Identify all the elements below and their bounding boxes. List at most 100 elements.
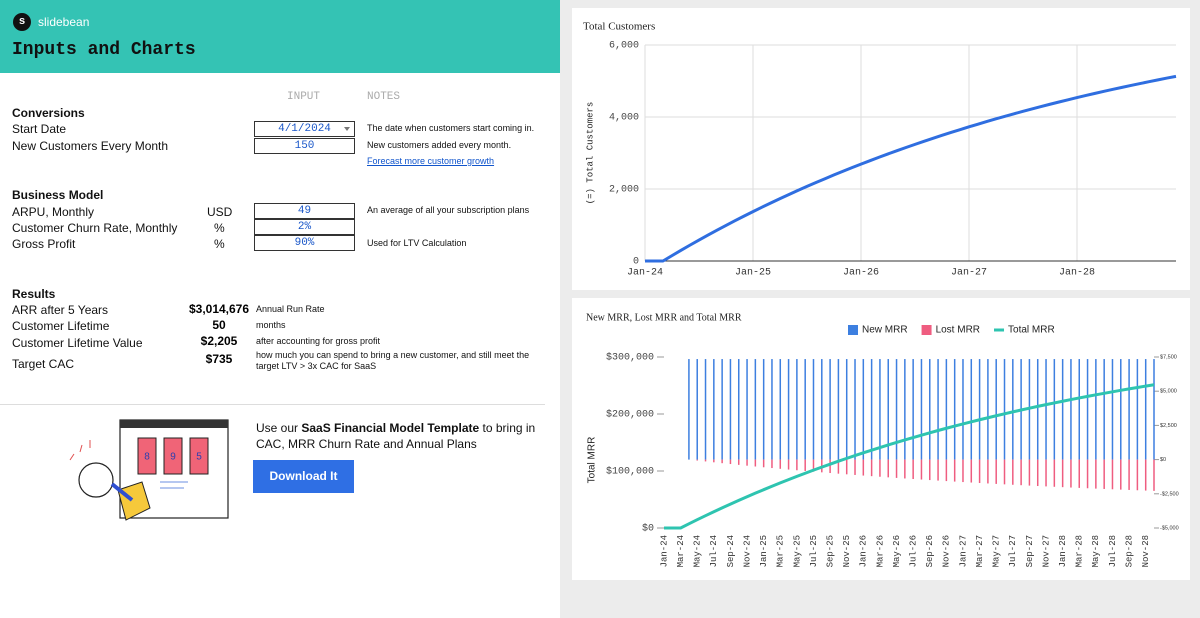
y-tick-label: 4,000 xyxy=(609,113,639,124)
bar xyxy=(1028,459,1031,486)
card xyxy=(163,437,183,475)
bar xyxy=(895,459,898,478)
row-label: ARR after 5 Years xyxy=(12,303,109,317)
bar xyxy=(929,359,931,460)
y2-tick-label: $7,500 xyxy=(1160,354,1177,360)
bar xyxy=(937,459,939,481)
bar xyxy=(1136,459,1139,491)
x-tick-label: Sep-27 xyxy=(1025,535,1035,567)
line xyxy=(645,74,1177,263)
x-tick-label: May-24 xyxy=(693,535,703,567)
y-tick-label: $300,000 xyxy=(606,352,654,364)
legend-label: Lost MRR xyxy=(936,325,980,336)
y-tick-label: $100,000 xyxy=(606,466,654,478)
bar xyxy=(713,459,715,463)
bar xyxy=(1128,359,1130,460)
bar xyxy=(912,359,914,460)
bar xyxy=(812,459,815,472)
y-tick-label: $200,000 xyxy=(606,409,654,421)
x-tick-label: Nov-26 xyxy=(942,535,952,567)
input-cell[interactable]: 4/1/2024 xyxy=(254,121,355,137)
bar xyxy=(862,459,865,476)
row-label: Start Date xyxy=(12,122,67,136)
column-header: NOTES xyxy=(367,91,401,103)
bar xyxy=(962,459,964,483)
bar xyxy=(945,459,948,482)
x-tick-label: Mar-26 xyxy=(875,535,885,567)
bar xyxy=(1061,459,1064,488)
bar xyxy=(895,359,898,460)
bar xyxy=(1128,459,1130,490)
x-tick-label: Nov-27 xyxy=(1041,535,1051,567)
chart-card xyxy=(572,8,1190,290)
unit: % xyxy=(214,221,225,235)
input-cell[interactable]: 2% xyxy=(254,219,355,235)
input-value: 4/1/2024 xyxy=(278,123,331,135)
bar xyxy=(796,359,798,460)
input-cell[interactable]: 150 xyxy=(254,138,355,154)
bar xyxy=(1086,459,1089,489)
bar xyxy=(721,359,723,460)
bar xyxy=(1053,359,1056,460)
legend-swatch xyxy=(921,325,932,335)
row-note: The date when customers start coming in. xyxy=(367,123,535,133)
bar xyxy=(704,459,707,462)
bar xyxy=(696,359,698,460)
legend-swatch xyxy=(994,328,1005,332)
bar xyxy=(1095,459,1097,489)
column-header: INPUT xyxy=(287,91,321,103)
row-note: Annual Run Rate xyxy=(256,304,325,314)
bar xyxy=(945,359,948,460)
bar xyxy=(737,359,740,460)
charts-area: Total Customers (=) Total Customers 0 2,000… xyxy=(572,8,1190,580)
link[interactable]: Forecast more customer growth xyxy=(367,156,495,166)
bar xyxy=(1095,359,1097,460)
x-tick-label: Jan-27 xyxy=(951,268,987,279)
bar xyxy=(845,359,848,460)
bar xyxy=(729,459,732,465)
row-note: after accounting for gross profit xyxy=(256,336,381,346)
bar xyxy=(804,359,806,460)
x-tick-label: Mar-25 xyxy=(776,535,786,567)
bar xyxy=(1111,359,1114,460)
bar xyxy=(1061,359,1064,460)
bar xyxy=(887,459,889,478)
bar xyxy=(746,359,748,460)
bar xyxy=(804,459,806,471)
card-digit: 8 xyxy=(144,452,150,463)
illustration: 8 9 5 xyxy=(69,419,229,521)
input-cell[interactable]: 90% xyxy=(254,235,355,251)
section-title: Business Model xyxy=(12,188,104,202)
download-button[interactable]: Download It xyxy=(253,460,354,493)
chart-title: New MRR, Lost MRR and Total MRR xyxy=(586,312,742,323)
row-note: months xyxy=(256,320,286,330)
bar xyxy=(796,459,798,471)
bar xyxy=(978,459,981,484)
note-pad xyxy=(117,481,151,521)
input-cell[interactable]: 49 xyxy=(254,203,355,219)
bar xyxy=(713,359,715,460)
bar xyxy=(920,459,923,480)
bar xyxy=(837,359,840,460)
charts: Total Customers (=) Total Customers 0 2,000… xyxy=(572,8,1190,580)
promo-text-part: to bring in CAC, MRR Churn Rate and Annu… xyxy=(256,421,536,451)
x-tick-label: Mar-28 xyxy=(1075,535,1085,567)
promo-link[interactable]: SaaS Financial Model Template xyxy=(301,421,480,435)
x-tick-label: Jan-28 xyxy=(1059,268,1095,279)
head xyxy=(78,462,114,498)
bar xyxy=(887,359,889,460)
bar xyxy=(1012,359,1014,460)
y2-tick-label: $0 xyxy=(1160,457,1166,463)
bar xyxy=(995,359,997,460)
bar xyxy=(771,359,773,460)
bar xyxy=(721,459,723,464)
bar xyxy=(696,459,698,461)
header: s slidebean Inputs and Charts xyxy=(0,0,560,73)
result-value: $3,014,676 xyxy=(188,302,250,316)
x-tick-label: Jan-24 xyxy=(659,535,669,567)
dropdown-arrow xyxy=(344,127,350,131)
row-note: how much you can spend to bring a new cu… xyxy=(256,350,530,371)
bar xyxy=(904,359,906,460)
bar xyxy=(829,459,831,474)
bar xyxy=(1078,459,1081,488)
